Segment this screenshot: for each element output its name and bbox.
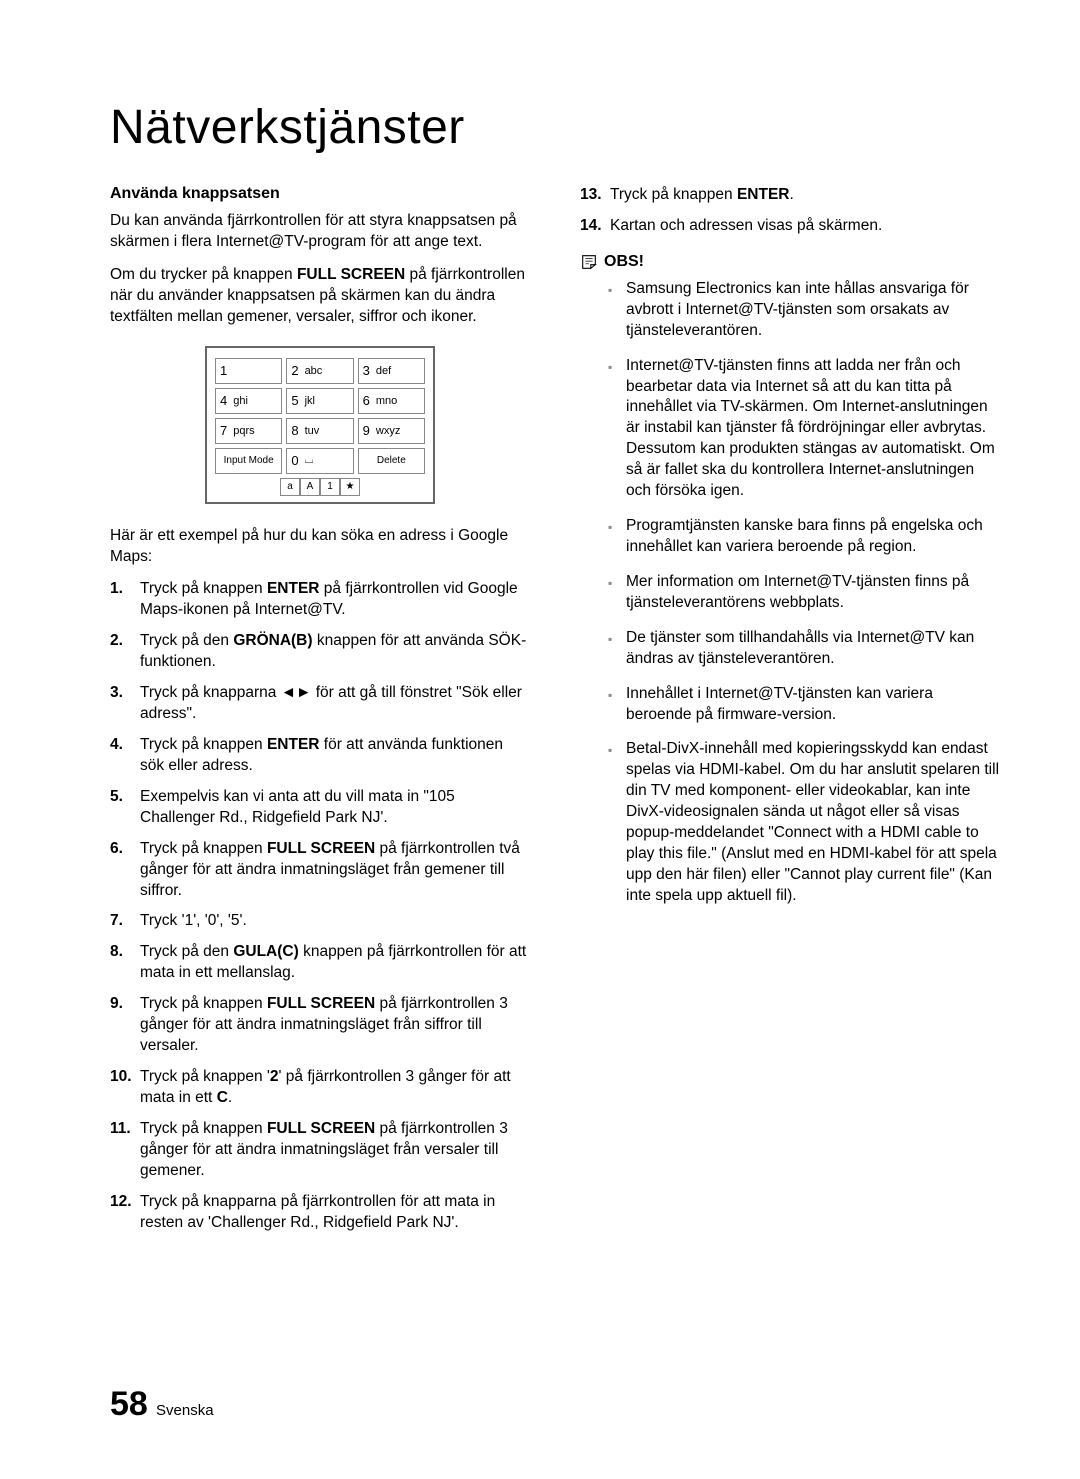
step-item: Tryck på knappen '2' på fjärrkontrollen … bbox=[110, 1067, 530, 1109]
note-icon bbox=[580, 253, 598, 271]
keypad-figure: 1 2 abc 3 def 4 ghi 5 jkl 6 mno 7 pqrs 8 tuv 9 wxyz Inpu… bbox=[110, 346, 530, 504]
keypad-mode-indicator: A bbox=[300, 478, 320, 496]
keypad-key-0: 0⌴ bbox=[286, 448, 353, 474]
keypad-key: 2 abc bbox=[286, 358, 353, 384]
text-bold: FULL SCREEN bbox=[297, 266, 405, 283]
step-item: Tryck '1', '0', '5'. bbox=[110, 911, 530, 932]
step-item: Tryck på den GULA(C) knappen på fjärrkon… bbox=[110, 942, 530, 984]
keypad-key: 6 mno bbox=[358, 388, 425, 414]
obs-label: OBS! bbox=[604, 253, 644, 271]
keypad: 1 2 abc 3 def 4 ghi 5 jkl 6 mno 7 pqrs 8 tuv 9 wxyz Inpu… bbox=[205, 346, 435, 504]
step-item: Kartan och adressen visas på skärmen. bbox=[580, 216, 1000, 237]
keypad-num: 5 bbox=[291, 393, 298, 408]
keypad-key: 4 ghi bbox=[215, 388, 282, 414]
keypad-key: 8 tuv bbox=[286, 418, 353, 444]
example-intro: Här är ett exempel på hur du kan söka en… bbox=[110, 526, 530, 568]
keypad-label: def bbox=[376, 365, 391, 377]
step-item: Tryck på knappen FULL SCREEN på fjärrkon… bbox=[110, 994, 530, 1057]
intro-para-1: Du kan använda fjärrkontrollen för att s… bbox=[110, 211, 530, 253]
step-item: Exempelvis kan vi anta att du vill mata … bbox=[110, 787, 530, 829]
content-columns: Använda knappsatsen Du kan använda fjärr… bbox=[110, 185, 1000, 1243]
keypad-num: 0 bbox=[291, 453, 298, 468]
step-item: Tryck på knappen ENTER på fjärrkontrolle… bbox=[110, 579, 530, 621]
step-item: Tryck på knappen FULL SCREEN på fjärrkon… bbox=[110, 1119, 530, 1182]
step-item: Tryck på knappen ENTER. bbox=[580, 185, 1000, 206]
right-column: Tryck på knappen ENTER. Kartan och adress… bbox=[580, 185, 1000, 1243]
left-column: Använda knappsatsen Du kan använda fjärr… bbox=[110, 185, 530, 1243]
notes-list: Samsung Electronics kan inte hållas ansv… bbox=[580, 279, 1000, 907]
keypad-num: 2 bbox=[291, 363, 298, 378]
keypad-num: 7 bbox=[220, 423, 227, 438]
obs-heading: OBS! bbox=[580, 253, 1000, 271]
keypad-label: tuv bbox=[305, 425, 320, 437]
note-item: Internet@TV-tjänsten finns att ladda ner… bbox=[608, 356, 1000, 502]
step-item: Tryck på knapparna på fjärrkontrollen fö… bbox=[110, 1192, 530, 1234]
keypad-num: 1 bbox=[220, 363, 227, 378]
keypad-label: ghi bbox=[233, 395, 248, 407]
text: Om du trycker på knappen bbox=[110, 266, 297, 283]
section-heading: Använda knappsatsen bbox=[110, 185, 530, 203]
keypad-num: 9 bbox=[363, 423, 370, 438]
page-number: 58 bbox=[110, 1385, 148, 1423]
keypad-mode-indicator: 1 bbox=[320, 478, 340, 496]
keypad-mode-indicator: ★ bbox=[340, 478, 360, 496]
steps-list: Tryck på knappen ENTER på fjärrkontrolle… bbox=[110, 579, 530, 1233]
keypad-num: 3 bbox=[363, 363, 370, 378]
step-item: Tryck på knappen ENTER för att använda f… bbox=[110, 735, 530, 777]
note-item: Mer information om Internet@TV-tjänsten … bbox=[608, 572, 1000, 614]
keypad-input-mode: Input Mode bbox=[215, 448, 282, 474]
keypad-label: ⌴ bbox=[305, 454, 314, 467]
page-footer: 58 Svenska bbox=[110, 1385, 214, 1424]
step-item: Tryck på knappen FULL SCREEN på fjärrkon… bbox=[110, 839, 530, 902]
keypad-key: 3 def bbox=[358, 358, 425, 384]
keypad-label: wxyz bbox=[376, 425, 400, 437]
keypad-label: abc bbox=[305, 365, 323, 377]
note-item: De tjänster som tillhandahålls via Inter… bbox=[608, 628, 1000, 670]
keypad-mode-indicator: a bbox=[280, 478, 300, 496]
keypad-num: 8 bbox=[291, 423, 298, 438]
step-item: Tryck på knapparna ◄► för att gå till fö… bbox=[110, 683, 530, 725]
keypad-label: pqrs bbox=[233, 425, 254, 437]
step-item: Tryck på den GRÖNA(B) knappen för att an… bbox=[110, 631, 530, 673]
keypad-num: 4 bbox=[220, 393, 227, 408]
keypad-label: jkl bbox=[305, 395, 315, 407]
keypad-num: 6 bbox=[363, 393, 370, 408]
note-item: Betal-DivX-innehåll med kopieringsskydd … bbox=[608, 739, 1000, 906]
keypad-label: mno bbox=[376, 395, 397, 407]
keypad-key: 7 pqrs bbox=[215, 418, 282, 444]
keypad-key: 9 wxyz bbox=[358, 418, 425, 444]
page-title: Nätverkstjänster bbox=[110, 100, 1000, 155]
note-item: Samsung Electronics kan inte hållas ansv… bbox=[608, 279, 1000, 342]
page-lang: Svenska bbox=[156, 1402, 214, 1419]
note-item: Innehållet i Internet@TV-tjänsten kan va… bbox=[608, 684, 1000, 726]
keypad-key: 1 bbox=[215, 358, 282, 384]
keypad-delete: Delete bbox=[358, 448, 425, 474]
keypad-key: 5 jkl bbox=[286, 388, 353, 414]
steps-list-cont: Tryck på knappen ENTER. Kartan och adress… bbox=[580, 185, 1000, 237]
note-item: Programtjänsten kanske bara finns på eng… bbox=[608, 516, 1000, 558]
intro-para-2: Om du trycker på knappen FULL SCREEN på … bbox=[110, 265, 530, 328]
